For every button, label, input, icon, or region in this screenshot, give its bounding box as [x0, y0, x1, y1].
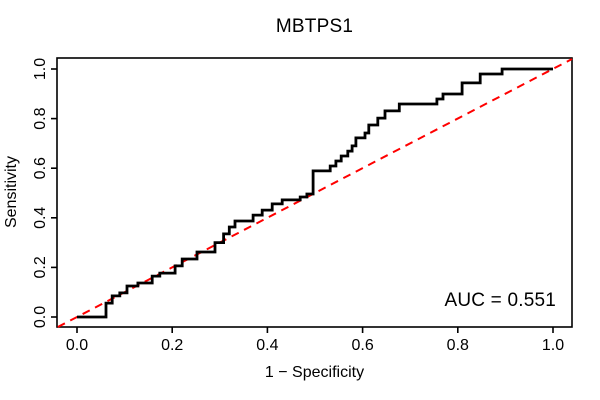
y-tick-label: 0.4: [32, 207, 49, 229]
y-tick-label: 0.2: [32, 256, 49, 278]
y-tick-label: 0.6: [32, 157, 49, 179]
x-tick-label: 0.6: [351, 337, 373, 354]
y-tick-label: 0.0: [32, 306, 49, 328]
x-tick-label: 0.0: [66, 337, 88, 354]
y-tick-label: 0.8: [32, 107, 49, 129]
x-tick-label: 0.4: [256, 337, 278, 354]
chance-diagonal-line: [57, 58, 573, 328]
chart-title: MBTPS1: [275, 16, 354, 37]
auc-annotation: AUC = 0.551: [444, 290, 556, 311]
x-axis-label: 1 − Specificity: [264, 364, 365, 381]
x-tick-label: 1.0: [542, 337, 564, 354]
x-tick-label: 0.2: [161, 337, 183, 354]
plot-box: [56, 57, 573, 328]
roc-curve-line: [77, 67, 553, 319]
x-tick-label: 0.8: [447, 337, 469, 354]
y-tick-label: 1.0: [32, 58, 49, 80]
